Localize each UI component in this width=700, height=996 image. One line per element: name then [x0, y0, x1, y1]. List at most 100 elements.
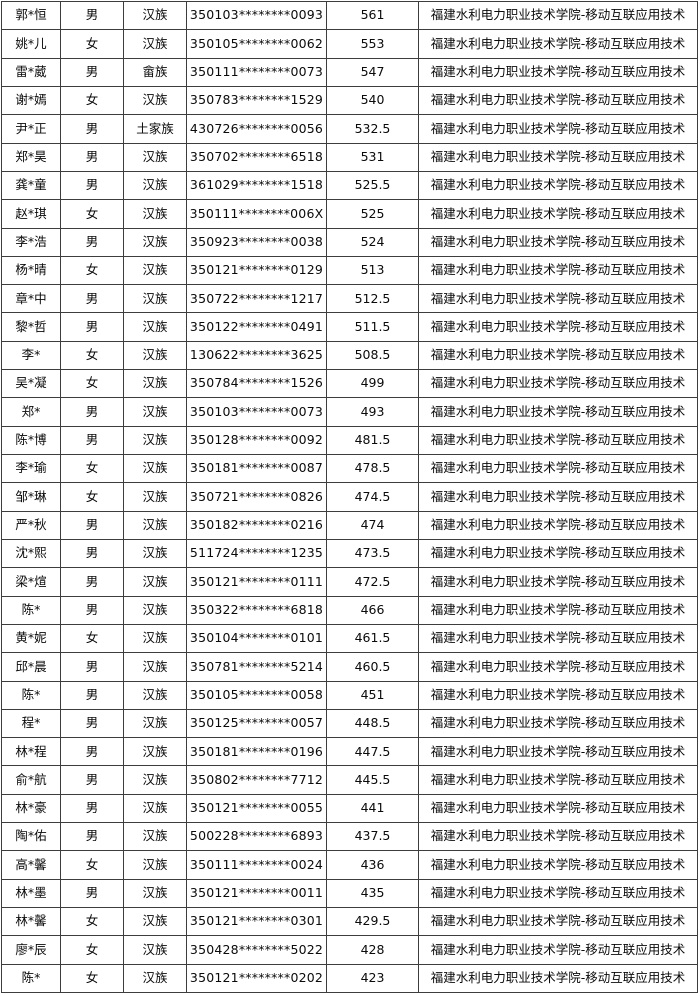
- ethnicity-cell: 汉族: [123, 284, 187, 314]
- school-major-cell: 福建水利电力职业技术学院-移动互联应用技术: [418, 0, 698, 31]
- student-name-cell: 梁*煊: [1, 567, 61, 597]
- table-row: 陈* 男 汉族 350322********6818 466 福建水利电力职业技…: [1, 595, 698, 625]
- school-major-cell: 福建水利电力职业技术学院-移动互联应用技术: [418, 765, 698, 795]
- ethnicity-cell: 汉族: [123, 623, 187, 654]
- student-name-cell: 林*墨: [1, 878, 61, 909]
- id-number-cell: 361029********1518: [186, 170, 327, 201]
- student-name-cell: 陈*: [1, 963, 61, 994]
- ethnicity-cell: 汉族: [123, 652, 187, 682]
- id-number-cell: 350104********0101: [186, 623, 327, 654]
- student-name-cell: 尹*正: [1, 114, 61, 144]
- student-name-cell: 高*馨: [1, 850, 61, 880]
- ethnicity-cell: 汉族: [123, 850, 187, 880]
- table-row: 陈*博 男 汉族 350128********0092 481.5 福建水利电力…: [1, 425, 698, 456]
- student-name-cell: 李*: [1, 340, 61, 371]
- id-number-cell: 350128********0092: [186, 425, 327, 456]
- school-major-cell: 福建水利电力职业技术学院-移动互联应用技术: [418, 57, 698, 87]
- student-name-cell: 俞*航: [1, 765, 61, 795]
- score-cell: 435: [326, 878, 419, 909]
- student-name-cell: 姚*儿: [1, 29, 61, 59]
- id-number-cell: 350428********5022: [186, 935, 327, 965]
- ethnicity-cell: 汉族: [123, 878, 187, 909]
- ethnicity-cell: 汉族: [123, 425, 187, 456]
- ethnicity-cell: 汉族: [123, 170, 187, 201]
- ethnicity-cell: 汉族: [123, 453, 187, 484]
- ethnicity-cell: 汉族: [123, 255, 187, 286]
- id-number-cell: 350121********0011: [186, 878, 327, 909]
- table-row: 吴*凝 女 汉族 350784********1526 499 福建水利电力职业…: [1, 369, 698, 399]
- school-major-cell: 福建水利电力职业技术学院-移动互联应用技术: [418, 255, 698, 286]
- school-major-cell: 福建水利电力职业技术学院-移动互联应用技术: [418, 425, 698, 456]
- id-number-cell: 350125********0057: [186, 708, 327, 739]
- id-number-cell: 350923********0038: [186, 227, 327, 257]
- table-row: 李* 女 汉族 130622********3625 508.5 福建水利电力职…: [1, 340, 698, 371]
- score-cell: 525.5: [326, 170, 419, 201]
- table-row: 俞*航 男 汉族 350802********7712 445.5 福建水利电力…: [1, 765, 698, 795]
- school-major-cell: 福建水利电力职业技术学院-移动互联应用技术: [418, 652, 698, 682]
- table-row: 郑* 男 汉族 350103********0073 493 福建水利电力职业技…: [1, 397, 698, 427]
- student-name-cell: 林*馨: [1, 906, 61, 937]
- school-major-cell: 福建水利电力职业技术学院-移动互联应用技术: [418, 142, 698, 172]
- score-cell: 561: [326, 0, 419, 31]
- score-cell: 436: [326, 850, 419, 880]
- ethnicity-cell: 汉族: [123, 142, 187, 172]
- ethnicity-cell: 汉族: [123, 199, 187, 229]
- school-major-cell: 福建水利电力职业技术学院-移动互联应用技术: [418, 369, 698, 399]
- id-number-cell: 130622********3625: [186, 340, 327, 371]
- ethnicity-cell: 汉族: [123, 482, 187, 512]
- score-cell: 547: [326, 57, 419, 87]
- ethnicity-cell: 汉族: [123, 963, 187, 994]
- gender-cell: 女: [60, 453, 124, 484]
- score-cell: 441: [326, 793, 419, 824]
- score-cell: 532.5: [326, 114, 419, 144]
- student-name-cell: 严*秋: [1, 510, 61, 540]
- student-name-cell: 杨*晴: [1, 255, 61, 286]
- score-cell: 508.5: [326, 340, 419, 371]
- ethnicity-cell: 土家族: [123, 114, 187, 144]
- gender-cell: 男: [60, 142, 124, 172]
- student-name-cell: 赵*琪: [1, 199, 61, 229]
- table-row: 李*瑜 女 汉族 350181********0087 478.5 福建水利电力…: [1, 453, 698, 484]
- gender-cell: 男: [60, 567, 124, 597]
- school-major-cell: 福建水利电力职业技术学院-移动互联应用技术: [418, 935, 698, 965]
- gender-cell: 女: [60, 369, 124, 399]
- score-cell: 525: [326, 199, 419, 229]
- student-name-cell: 郑*昊: [1, 142, 61, 172]
- gender-cell: 男: [60, 708, 124, 739]
- school-major-cell: 福建水利电力职业技术学院-移动互联应用技术: [418, 85, 698, 116]
- student-name-cell: 谢*嫣: [1, 85, 61, 116]
- gender-cell: 男: [60, 425, 124, 456]
- student-name-cell: 林*豪: [1, 793, 61, 824]
- score-cell: 531: [326, 142, 419, 172]
- table-row: 陈* 男 汉族 350105********0058 451 福建水利电力职业技…: [1, 680, 698, 710]
- gender-cell: 男: [60, 822, 124, 852]
- id-number-cell: 350722********1217: [186, 284, 327, 314]
- ethnicity-cell: 汉族: [123, 29, 187, 59]
- ethnicity-cell: 汉族: [123, 0, 187, 31]
- table-row: 龚*童 男 汉族 361029********1518 525.5 福建水利电力…: [1, 170, 698, 201]
- gender-cell: 女: [60, 29, 124, 59]
- table-row: 赵*琪 女 汉族 350111********006X 525 福建水利电力职业…: [1, 199, 698, 229]
- table-row: 林*程 男 汉族 350181********0196 447.5 福建水利电力…: [1, 737, 698, 767]
- table-row: 郭*恒 男 汉族 350103********0093 561 福建水利电力职业…: [1, 0, 698, 31]
- gender-cell: 男: [60, 170, 124, 201]
- student-name-cell: 黄*妮: [1, 623, 61, 654]
- score-cell: 493: [326, 397, 419, 427]
- student-name-cell: 李*浩: [1, 227, 61, 257]
- score-cell: 473.5: [326, 538, 419, 569]
- ethnicity-cell: 汉族: [123, 765, 187, 795]
- school-major-cell: 福建水利电力职业技术学院-移动互联应用技术: [418, 850, 698, 880]
- ethnicity-cell: 汉族: [123, 85, 187, 116]
- gender-cell: 女: [60, 85, 124, 116]
- ethnicity-cell: 畲族: [123, 57, 187, 87]
- score-cell: 472.5: [326, 567, 419, 597]
- gender-cell: 男: [60, 737, 124, 767]
- gender-cell: 女: [60, 850, 124, 880]
- student-name-cell: 雷*葳: [1, 57, 61, 87]
- ethnicity-cell: 汉族: [123, 793, 187, 824]
- id-number-cell: 430726********0056: [186, 114, 327, 144]
- ethnicity-cell: 汉族: [123, 737, 187, 767]
- gender-cell: 女: [60, 199, 124, 229]
- gender-cell: 女: [60, 906, 124, 937]
- school-major-cell: 福建水利电力职业技术学院-移动互联应用技术: [418, 538, 698, 569]
